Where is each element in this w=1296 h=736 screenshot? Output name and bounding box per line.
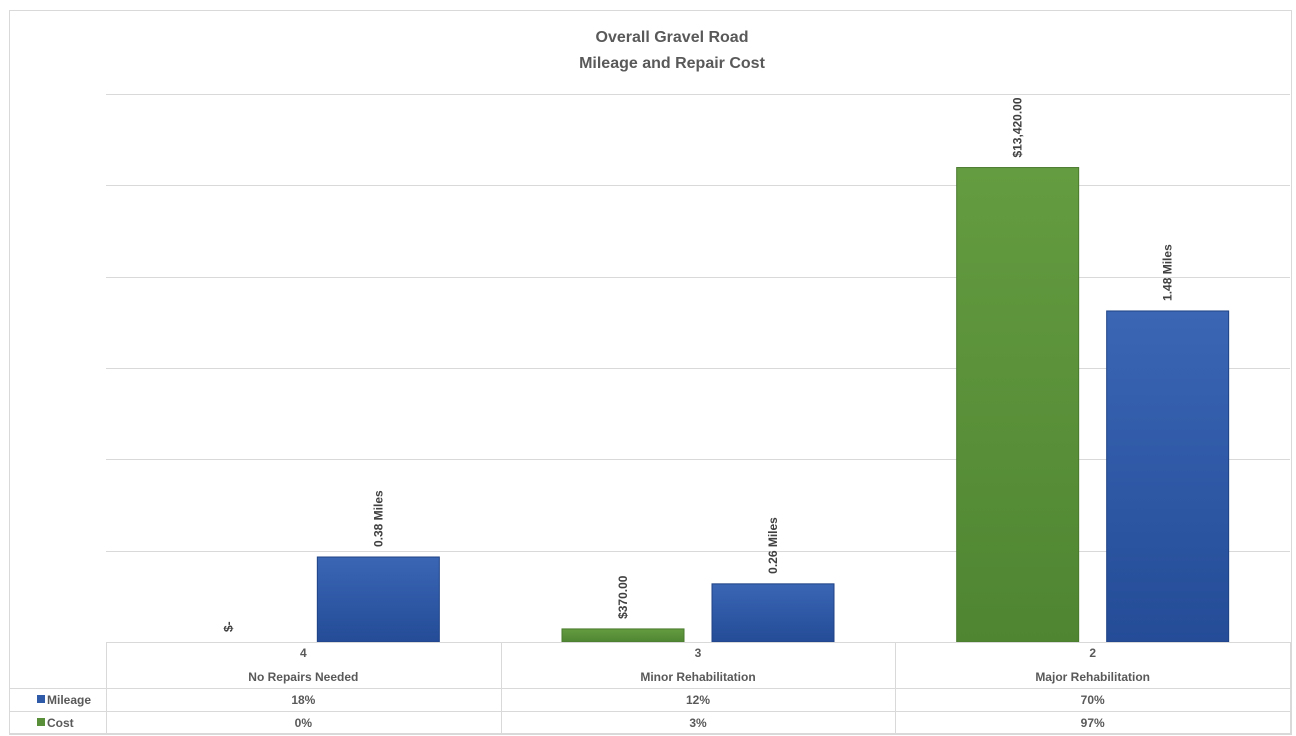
chart-area-border [9,10,1292,735]
table-cell-cost: 97% [1081,716,1105,730]
table-cell-cost: 0% [295,716,313,730]
legend-key-cost [37,718,45,726]
legend-key-mileage [37,695,45,703]
chart-title: Overall Gravel Road [596,29,749,46]
category-code-label: 2 [1089,646,1096,660]
data-label-mileage: 0.26 Miles [766,517,780,574]
data-label-mileage: 1.48 Miles [1161,244,1175,301]
table-cell-mileage: 18% [291,693,315,707]
category-name-label: Minor Rehabilitation [640,670,755,684]
bar-mileage [711,583,835,643]
category-name-label: No Repairs Needed [248,670,358,684]
data-label-cost: $370.00 [616,575,630,619]
category-code-label: 3 [695,646,702,660]
bar-cost [956,167,1080,643]
category-name-label: Major Rehabilitation [1035,670,1150,684]
data-label-cost: $- [221,621,235,632]
table-cell-mileage: 12% [686,693,710,707]
data-label-mileage: 0.38 Miles [371,490,385,547]
bar-mileage [316,556,440,643]
table-cell-mileage: 70% [1081,693,1105,707]
bar-cost [561,628,685,643]
legend-label-cost: Cost [47,716,74,730]
bar-mileage [1106,310,1230,643]
legend-label-mileage: Mileage [47,693,91,707]
data-label-cost: $13,420.00 [1011,97,1025,157]
table-cell-cost: 3% [689,716,707,730]
chart-subtitle: Mileage and Repair Cost [579,55,765,72]
category-code-label: 4 [300,646,307,660]
